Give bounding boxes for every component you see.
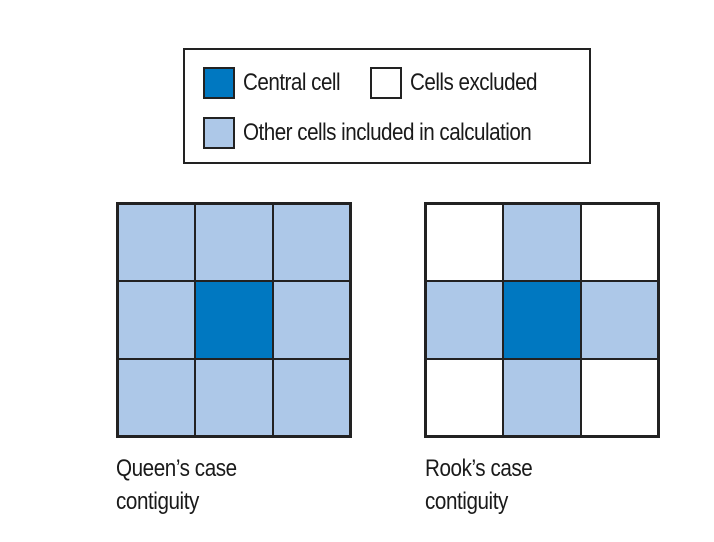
central-cell-label: Central cell xyxy=(243,69,341,96)
legend-item-central: Central cell xyxy=(203,67,356,99)
rooks-case-grid xyxy=(424,202,660,438)
rooks-case-caption-line1: Rook’s case xyxy=(425,455,533,482)
queens-case-caption-line1: Queen’s case xyxy=(116,455,237,482)
included-cell xyxy=(118,281,196,359)
central-cell-swatch xyxy=(203,67,235,99)
excluded-cell xyxy=(580,358,658,436)
included-cell-swatch xyxy=(203,117,235,149)
included-cell xyxy=(580,281,658,359)
excluded-cell xyxy=(580,204,658,282)
included-cell xyxy=(503,358,581,436)
included-cell xyxy=(503,204,581,282)
legend-item-excluded: Cells excluded xyxy=(370,67,558,99)
legend-box: Central cell Cells excluded Other cells … xyxy=(183,48,591,164)
excluded-cell xyxy=(426,358,504,436)
excluded-cell-label: Cells excluded xyxy=(410,69,538,96)
included-cell xyxy=(195,358,273,436)
included-cell xyxy=(272,204,350,282)
included-cell xyxy=(195,204,273,282)
rooks-case-caption-line2: contiguity xyxy=(425,488,508,515)
excluded-cell xyxy=(426,204,504,282)
central-cell xyxy=(195,281,273,359)
excluded-cell-swatch xyxy=(370,67,402,99)
queens-case-caption-line2: contiguity xyxy=(116,488,199,515)
included-cell-label: Other cells included in calculation xyxy=(243,119,532,146)
queens-case-caption: Queen’s case contiguity xyxy=(116,452,237,518)
included-cell xyxy=(426,281,504,359)
included-cell xyxy=(118,204,196,282)
rooks-case-caption: Rook’s case contiguity xyxy=(425,452,533,518)
included-cell xyxy=(272,358,350,436)
included-cell xyxy=(272,281,350,359)
central-cell xyxy=(503,281,581,359)
queens-case-grid xyxy=(116,202,352,438)
included-cell xyxy=(118,358,196,436)
legend-item-included: Other cells included in calculation xyxy=(203,117,578,149)
